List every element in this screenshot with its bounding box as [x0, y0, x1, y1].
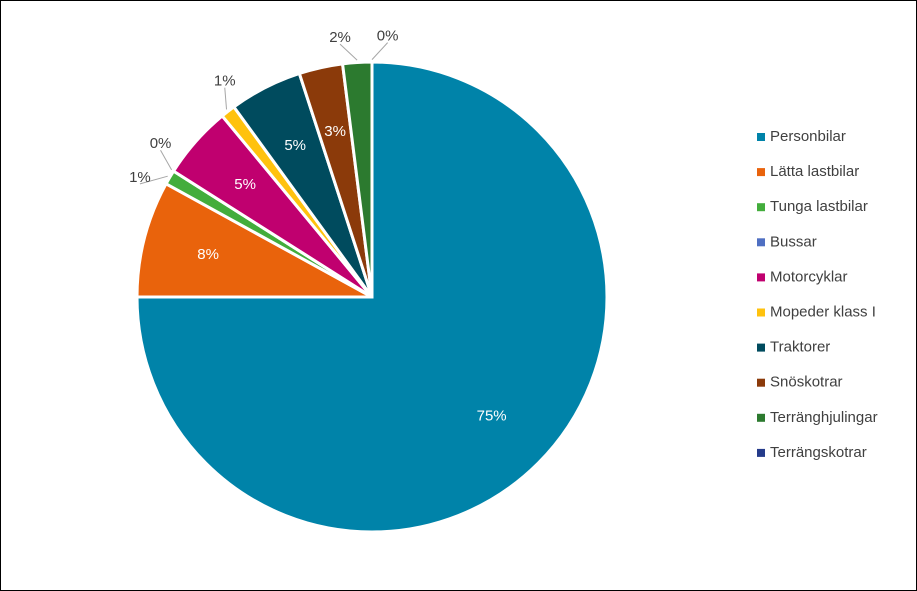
legend-label: Bussar — [770, 233, 817, 250]
data-label: 8% — [197, 246, 219, 263]
leader-line — [139, 175, 168, 185]
legend-marker — [757, 448, 765, 457]
legend-marker — [757, 413, 765, 422]
legend-label: Lätta lastbilar — [770, 163, 859, 180]
leader-line — [224, 87, 228, 110]
legend-marker — [757, 133, 765, 141]
data-label: 1% — [214, 73, 236, 90]
legend-label: Snöskotrar — [770, 374, 843, 391]
data-label: 0% — [150, 135, 172, 152]
legend-label: Terränghjulingar — [770, 409, 878, 426]
legend-label: Motorcyklar — [770, 268, 848, 285]
data-label: 1% — [129, 169, 151, 186]
data-label: 0% — [377, 28, 399, 45]
legend-marker — [757, 343, 765, 352]
legend-marker — [757, 308, 765, 317]
data-label: 5% — [234, 176, 256, 193]
legend-marker — [757, 203, 765, 212]
legend-label: Tunga lastbilar — [770, 198, 868, 215]
data-label: 3% — [324, 123, 346, 140]
legend-label: Traktorer — [770, 339, 830, 356]
data-label: 2% — [329, 29, 351, 46]
data-label: 75% — [477, 408, 507, 425]
leader-line — [371, 42, 389, 60]
data-label: 5% — [284, 137, 306, 154]
leader-line — [160, 150, 173, 171]
legend-label: Personbilar — [770, 128, 846, 145]
legend-marker — [757, 378, 765, 387]
legend-marker — [757, 238, 765, 247]
legend-marker — [757, 273, 765, 282]
legend-marker — [757, 168, 765, 177]
legend-label: Mopeder klass I — [770, 303, 876, 320]
legend-label: Terrängskotrar — [770, 444, 867, 461]
pie-slice — [135, 181, 373, 299]
leader-line — [339, 43, 358, 61]
